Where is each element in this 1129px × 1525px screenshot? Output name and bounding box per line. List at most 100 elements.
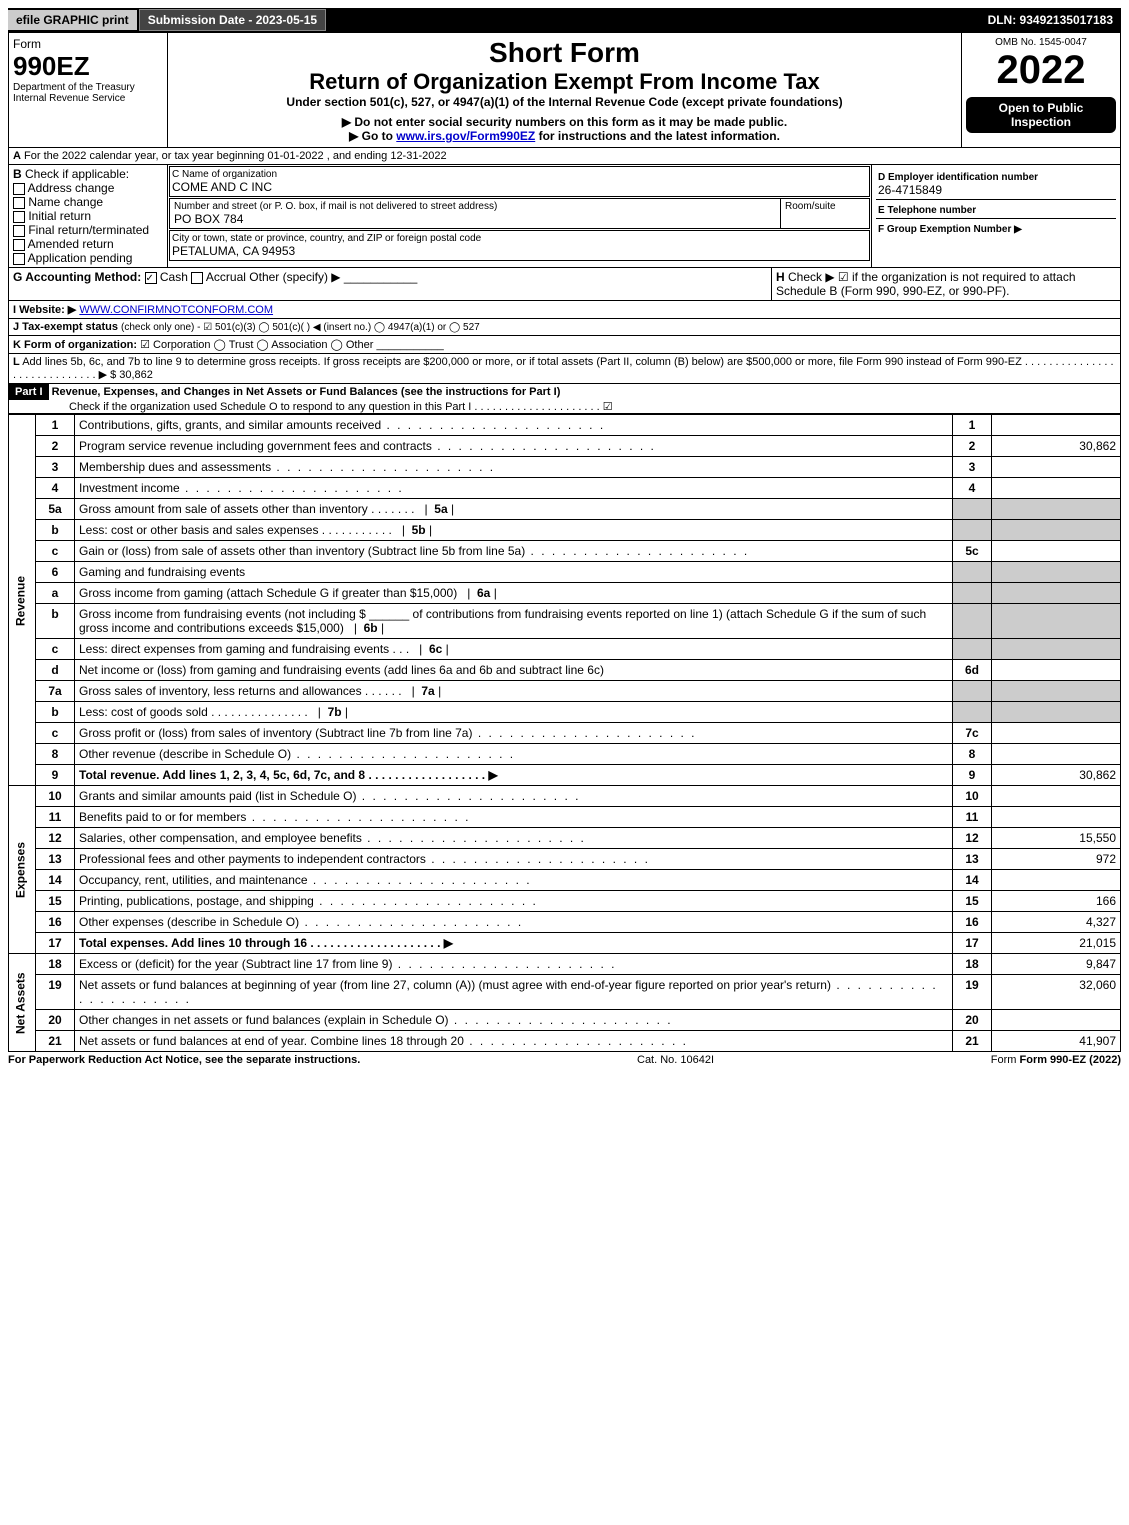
t7b: Less: cost of goods sold . . . . . . . .… (75, 702, 953, 723)
t10: Grants and similar amounts paid (list in… (75, 786, 953, 807)
rn5c: 5c (953, 541, 992, 562)
g-cash: Cash (160, 270, 188, 284)
v13: 972 (992, 849, 1121, 870)
i-label: I Website: ▶ (13, 304, 76, 316)
rn19: 19 (953, 975, 992, 1010)
netassets-label: Net Assets (9, 954, 36, 1052)
bullet2-pre: ▶ Go to (349, 129, 396, 143)
v5a-grey (992, 499, 1121, 520)
chk-pending[interactable] (13, 253, 25, 265)
t4: Investment income (75, 478, 953, 499)
n11: 11 (36, 807, 75, 828)
a-label: A (13, 150, 21, 162)
e-label: E Telephone number (878, 205, 976, 216)
t15: Printing, publications, postage, and shi… (75, 891, 953, 912)
omb: OMB No. 1545-0047 (966, 37, 1116, 48)
chk-final[interactable] (13, 225, 25, 237)
t5a-text: Gross amount from sale of assets other t… (79, 502, 368, 516)
chk-initial[interactable] (13, 211, 25, 223)
part1-check: Check if the organization used Schedule … (9, 401, 613, 413)
rn17: 17 (953, 933, 992, 954)
v7b-grey (992, 702, 1121, 723)
rn7b-grey (953, 702, 992, 723)
t6: Gaming and fundraising events (75, 562, 953, 583)
chk-address[interactable] (13, 183, 25, 195)
v5c (992, 541, 1121, 562)
opt-address: Address change (28, 181, 115, 195)
n6a: a (36, 583, 75, 604)
line-j: J Tax-exempt status (check only one) - ☑… (8, 319, 1121, 336)
title-main: Return of Organization Exempt From Incom… (172, 69, 957, 95)
opt-amended: Amended return (28, 237, 114, 251)
n7a: 7a (36, 681, 75, 702)
form-number: 990EZ (13, 51, 163, 82)
h-text: Check ▶ ☑ if the organization is not req… (776, 270, 1076, 298)
t5b-text: Less: cost or other basis and sales expe… (79, 523, 318, 537)
n10: 10 (36, 786, 75, 807)
rn7c: 7c (953, 723, 992, 744)
t19: Net assets or fund balances at beginning… (75, 975, 953, 1010)
d-label: D Employer identification number (878, 172, 1038, 183)
n13: 13 (36, 849, 75, 870)
rn1: 1 (953, 415, 992, 436)
v18: 9,847 (992, 954, 1121, 975)
chk-cash[interactable] (145, 272, 157, 284)
chk-amended[interactable] (13, 239, 25, 251)
rn6c-grey (953, 639, 992, 660)
rn11: 11 (953, 807, 992, 828)
v14 (992, 870, 1121, 891)
n6b: b (36, 604, 75, 639)
chk-name[interactable] (13, 197, 25, 209)
v12: 15,550 (992, 828, 1121, 849)
v4 (992, 478, 1121, 499)
rn6a-grey (953, 583, 992, 604)
b-check: Check if applicable: (25, 167, 129, 181)
website[interactable]: WWW.CONFIRMNOTCONFORM.COM (79, 304, 273, 316)
t6d: Net income or (loss) from gaming and fun… (75, 660, 953, 681)
n15: 15 (36, 891, 75, 912)
efile-print[interactable]: efile GRAPHIC print (8, 10, 139, 30)
t9: Total revenue. Add lines 1, 2, 3, 4, 5c,… (75, 765, 953, 786)
org-name: COME AND C INC (172, 180, 867, 194)
v6c-grey (992, 639, 1121, 660)
rn10: 10 (953, 786, 992, 807)
f-label: F Group Exemption Number ▶ (878, 224, 1022, 235)
t7a-text: Gross sales of inventory, less returns a… (79, 684, 362, 698)
t17-text: Total expenses. Add lines 10 through 16 … (79, 936, 453, 950)
n14: 14 (36, 870, 75, 891)
opt-pending: Application pending (28, 251, 133, 265)
g-accrual: Accrual (206, 270, 246, 284)
t6a-text: Gross income from gaming (attach Schedul… (79, 586, 457, 600)
irs-link[interactable]: www.irs.gov/Form990EZ (396, 129, 535, 143)
rn6b-grey (953, 604, 992, 639)
t17: Total expenses. Add lines 10 through 16 … (75, 933, 953, 954)
chk-accrual[interactable] (191, 272, 203, 284)
n6d: d (36, 660, 75, 681)
open-inspection: Open to Public Inspection (966, 97, 1116, 133)
v17: 21,015 (992, 933, 1121, 954)
rn12: 12 (953, 828, 992, 849)
bullet2-post: for instructions and the latest informat… (539, 129, 780, 143)
v11 (992, 807, 1121, 828)
c-street-label: Number and street (or P. O. box, if mail… (174, 201, 776, 212)
n9: 9 (36, 765, 75, 786)
irs: Internal Revenue Service (13, 93, 163, 104)
form-word: Form (13, 37, 163, 51)
footer: For Paperwork Reduction Act Notice, see … (8, 1052, 1121, 1066)
footer-left: For Paperwork Reduction Act Notice, see … (8, 1054, 360, 1066)
footer-right: Form Form 990-EZ (2022) (991, 1054, 1121, 1066)
mid7b: 7b (328, 705, 342, 719)
dln: DLN: 93492135017183 (980, 10, 1121, 30)
j-label: J Tax-exempt status (13, 321, 118, 333)
footer-right-text: Form 990-EZ (2022) (1020, 1054, 1121, 1066)
n12: 12 (36, 828, 75, 849)
part1-header: Part I Revenue, Expenses, and Changes in… (8, 384, 1121, 414)
rn7a-grey (953, 681, 992, 702)
title-short: Short Form (172, 37, 957, 69)
n16: 16 (36, 912, 75, 933)
t6b-text: Gross income from fundraising events (no… (79, 607, 926, 635)
t5a: Gross amount from sale of assets other t… (75, 499, 953, 520)
opt-name: Name change (28, 195, 103, 209)
n18: 18 (36, 954, 75, 975)
lines-table: Revenue 1 Contributions, gifts, grants, … (8, 414, 1121, 1052)
